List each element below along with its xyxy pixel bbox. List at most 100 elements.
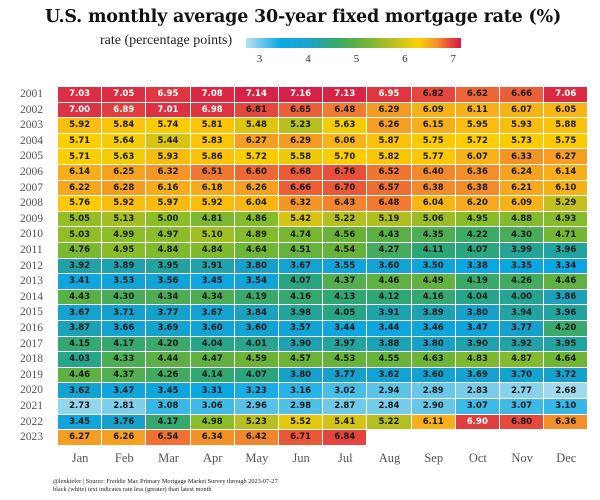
heatmap-cell: 6.07 xyxy=(500,102,545,119)
heatmap-cell: 3.10 xyxy=(544,399,589,415)
heatmap-cell: 4.87 xyxy=(500,352,545,368)
heatmap-cell: 4.16 xyxy=(279,289,324,306)
heatmap-cell: 6.66 xyxy=(279,180,324,197)
x-tick-label: Dec xyxy=(556,451,577,465)
heatmap-cell: 3.91 xyxy=(367,305,412,321)
heatmap-cell: 3.77 xyxy=(146,305,191,321)
heatmap-cell: 3.97 xyxy=(323,336,368,353)
heatmap-cell: 6.82 xyxy=(411,87,456,103)
heatmap-cell: 4.14 xyxy=(190,367,235,384)
heatmap-cell: 5.77 xyxy=(411,149,456,165)
heatmap-cell: 6.26 xyxy=(234,180,279,197)
heatmap-cell: 6.15 xyxy=(411,118,456,134)
heatmap-cell: 6.33 xyxy=(500,149,545,165)
heatmap-cell: 6.25 xyxy=(102,165,147,181)
heatmap-cell: 3.56 xyxy=(146,274,191,290)
heatmap-cell: 6.43 xyxy=(323,196,368,212)
heatmap-cell: 3.31 xyxy=(190,383,235,399)
colorbar-tick-label: 3 xyxy=(256,53,263,65)
heatmap-cell: 6.68 xyxy=(279,165,324,181)
heatmap-cell: 6.22 xyxy=(58,180,103,197)
heatmap-cell: 3.47 xyxy=(455,321,500,337)
heatmap-cell: 4.99 xyxy=(102,227,147,243)
heatmap-cell: 3.80 xyxy=(234,258,279,275)
heatmap-cell: 3.07 xyxy=(500,399,545,415)
heatmap-cell: 6.34 xyxy=(190,430,235,446)
heatmap-cell: 3.86 xyxy=(544,289,589,306)
heatmap-cell: 4.35 xyxy=(411,227,456,243)
y-tick-label: 2020 xyxy=(20,384,43,397)
y-tick-label: 2002 xyxy=(20,103,43,116)
heatmap-cell: 6.54 xyxy=(146,430,191,446)
heatmap-cell: 5.75 xyxy=(411,133,456,150)
heatmap-cell: 6.51 xyxy=(190,165,235,181)
heatmap-cell: 5.93 xyxy=(500,118,545,134)
heatmap-cell: 3.77 xyxy=(323,367,368,384)
heatmap-cell: 4.34 xyxy=(190,289,235,306)
heatmap-cell: 7.00 xyxy=(58,102,103,119)
heatmap-cell: 6.04 xyxy=(411,196,456,212)
heatmap-cell: 4.86 xyxy=(234,211,279,228)
heatmap-cell: 7.01 xyxy=(146,102,191,119)
heatmap-cell: 4.19 xyxy=(234,289,279,306)
heatmap-cell: 5.23 xyxy=(279,118,324,134)
heatmap-cell: 4.46 xyxy=(367,274,412,290)
heatmap-cell: 4.47 xyxy=(190,352,235,368)
heatmap-cell: 5.22 xyxy=(323,211,368,228)
heatmap-cell: 3.57 xyxy=(279,321,324,337)
heatmap-cell: 5.29 xyxy=(544,196,589,212)
heatmap-cell: 6.27 xyxy=(544,149,589,165)
heatmap-cell: 6.38 xyxy=(411,180,456,197)
heatmap-cell: 4.05 xyxy=(323,305,368,321)
heatmap-cell: 4.17 xyxy=(102,336,147,353)
heatmap-cell: 4.84 xyxy=(146,243,191,259)
heatmap-cell: 3.53 xyxy=(102,274,147,290)
heatmap-cell: 3.08 xyxy=(146,399,191,415)
heatmap-cell: 3.50 xyxy=(411,258,456,275)
y-tick-label: 2003 xyxy=(20,119,43,132)
heatmap-cell: 4.89 xyxy=(234,227,279,243)
x-tick-label: Sep xyxy=(424,451,444,465)
heatmap-cell: 4.51 xyxy=(279,243,324,259)
heatmap-cell: 5.93 xyxy=(146,149,191,165)
heatmap-cell: 4.46 xyxy=(544,274,589,290)
heatmap-cell: 4.93 xyxy=(544,211,589,228)
x-tick-label: Oct xyxy=(468,451,487,465)
y-tick-label: 2007 xyxy=(20,181,43,194)
heatmap-cell: 6.40 xyxy=(411,165,456,181)
y-tick-label: 2021 xyxy=(20,400,43,412)
heatmap-cell: 6.36 xyxy=(455,165,500,181)
heatmap-cell: 6.48 xyxy=(323,102,368,119)
heatmap-cell: 4.44 xyxy=(146,352,191,368)
heatmap-cell: 4.37 xyxy=(102,367,147,384)
heatmap-cell: 5.19 xyxy=(367,211,412,228)
heatmap-cell: 4.11 xyxy=(411,243,456,259)
heatmap-cell: 3.87 xyxy=(58,321,103,337)
heatmap-cell: 3.67 xyxy=(190,305,235,321)
heatmap-cell: 6.07 xyxy=(455,149,500,165)
heatmap-cell: 6.60 xyxy=(234,165,279,181)
heatmap-cell: 3.41 xyxy=(58,274,103,290)
heatmap-cell: 3.06 xyxy=(190,399,235,415)
heatmap-cell: 4.63 xyxy=(411,352,456,368)
heatmap-cell: 6.28 xyxy=(102,180,147,197)
heatmap-cell: 3.96 xyxy=(544,305,589,321)
heatmap-cell: 4.07 xyxy=(234,367,279,384)
heatmap-cell: 6.09 xyxy=(411,102,456,119)
heatmap-cell: 5.83 xyxy=(190,133,235,150)
heatmap-cell: 4.07 xyxy=(455,243,500,259)
x-tick-label: Jul xyxy=(338,451,353,465)
heatmap-cell: 5.03 xyxy=(58,227,103,243)
heatmap-cell: 5.73 xyxy=(500,133,545,150)
y-tick-label: 2008 xyxy=(20,197,43,210)
colorbar-tick-label: 6 xyxy=(402,53,408,65)
footnote-source: @lenkiefer | Source: Freddie Mac Primary… xyxy=(53,478,278,485)
heatmap-cell: 6.18 xyxy=(190,180,235,197)
heatmap-cell: 3.72 xyxy=(544,367,589,384)
heatmap-cell: 3.67 xyxy=(279,258,324,275)
heatmap-cell: 5.44 xyxy=(146,133,191,150)
heatmap-cell: 2.98 xyxy=(279,399,324,415)
heatmap-cell: 2.89 xyxy=(411,383,456,399)
heatmap-cell: 4.97 xyxy=(146,227,191,243)
heatmap-cell: 4.76 xyxy=(58,243,103,259)
